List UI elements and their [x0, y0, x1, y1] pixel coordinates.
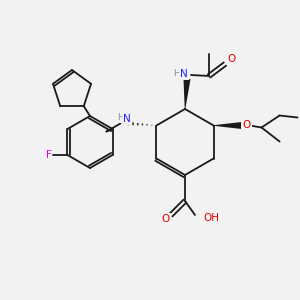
- Text: F: F: [46, 150, 51, 160]
- Polygon shape: [184, 79, 190, 109]
- Text: O: O: [162, 214, 170, 224]
- Polygon shape: [214, 122, 242, 129]
- Text: OH: OH: [203, 213, 219, 223]
- Text: H: H: [117, 113, 124, 122]
- Text: O: O: [227, 54, 235, 64]
- Text: O: O: [242, 121, 251, 130]
- Text: N: N: [122, 113, 130, 124]
- Text: N: N: [180, 69, 188, 79]
- Text: H: H: [174, 70, 180, 79]
